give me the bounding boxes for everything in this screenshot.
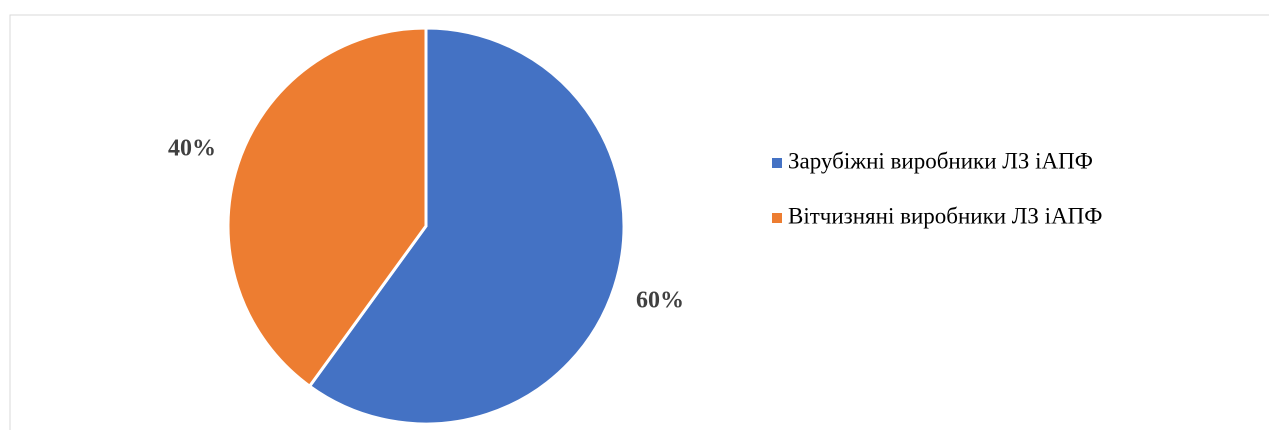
pie-slice <box>307 26 626 426</box>
data-label: 40% <box>168 135 216 161</box>
pie-slice <box>226 26 428 389</box>
legend-label: Вітчизняні виробники ЛЗ іАПФ <box>788 203 1102 228</box>
data-label: 60% <box>636 288 684 314</box>
legend-label: Зарубіжні виробники ЛЗ іАПФ <box>788 148 1093 173</box>
chart-frame <box>9 14 1269 430</box>
legend-swatch <box>772 158 782 168</box>
legend-swatch <box>772 213 782 223</box>
